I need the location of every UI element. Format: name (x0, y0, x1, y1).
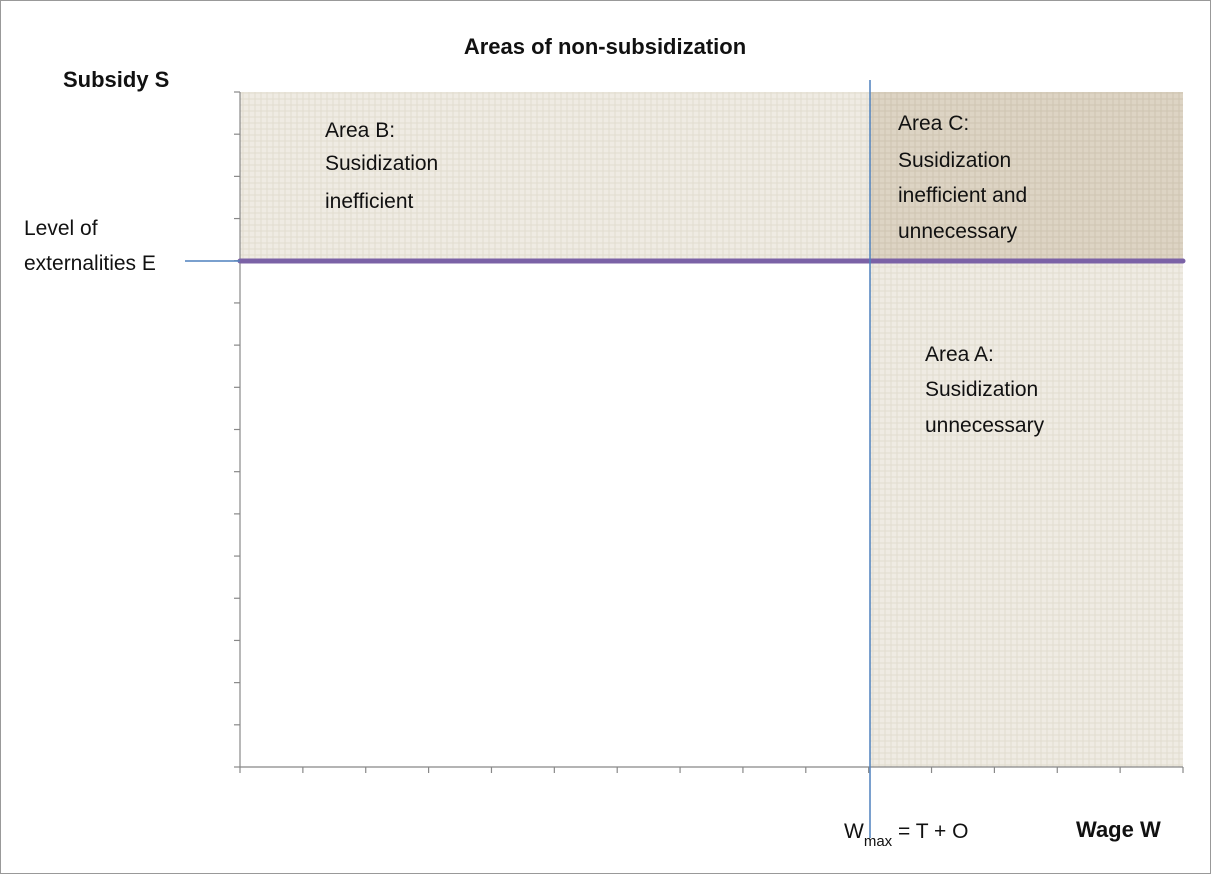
wmax-label: Wmax = T + O (844, 820, 968, 850)
area-a-region (870, 261, 1183, 767)
area-a-label: Area A: Susidization unnecessary (925, 343, 1045, 437)
x-axis-label: Wage W (1076, 817, 1161, 842)
area-c-region (870, 92, 1183, 261)
area-c-label: Area C: Susidization inefficient and unn… (898, 112, 1033, 243)
level-label: Level of externalities E (24, 217, 156, 275)
y-axis-label: Subsidy S (63, 67, 169, 92)
title: Areas of non-subsidization (464, 34, 746, 59)
area-b-label: Area B: Susidization inefficient (325, 119, 444, 213)
axes (234, 91, 1184, 773)
